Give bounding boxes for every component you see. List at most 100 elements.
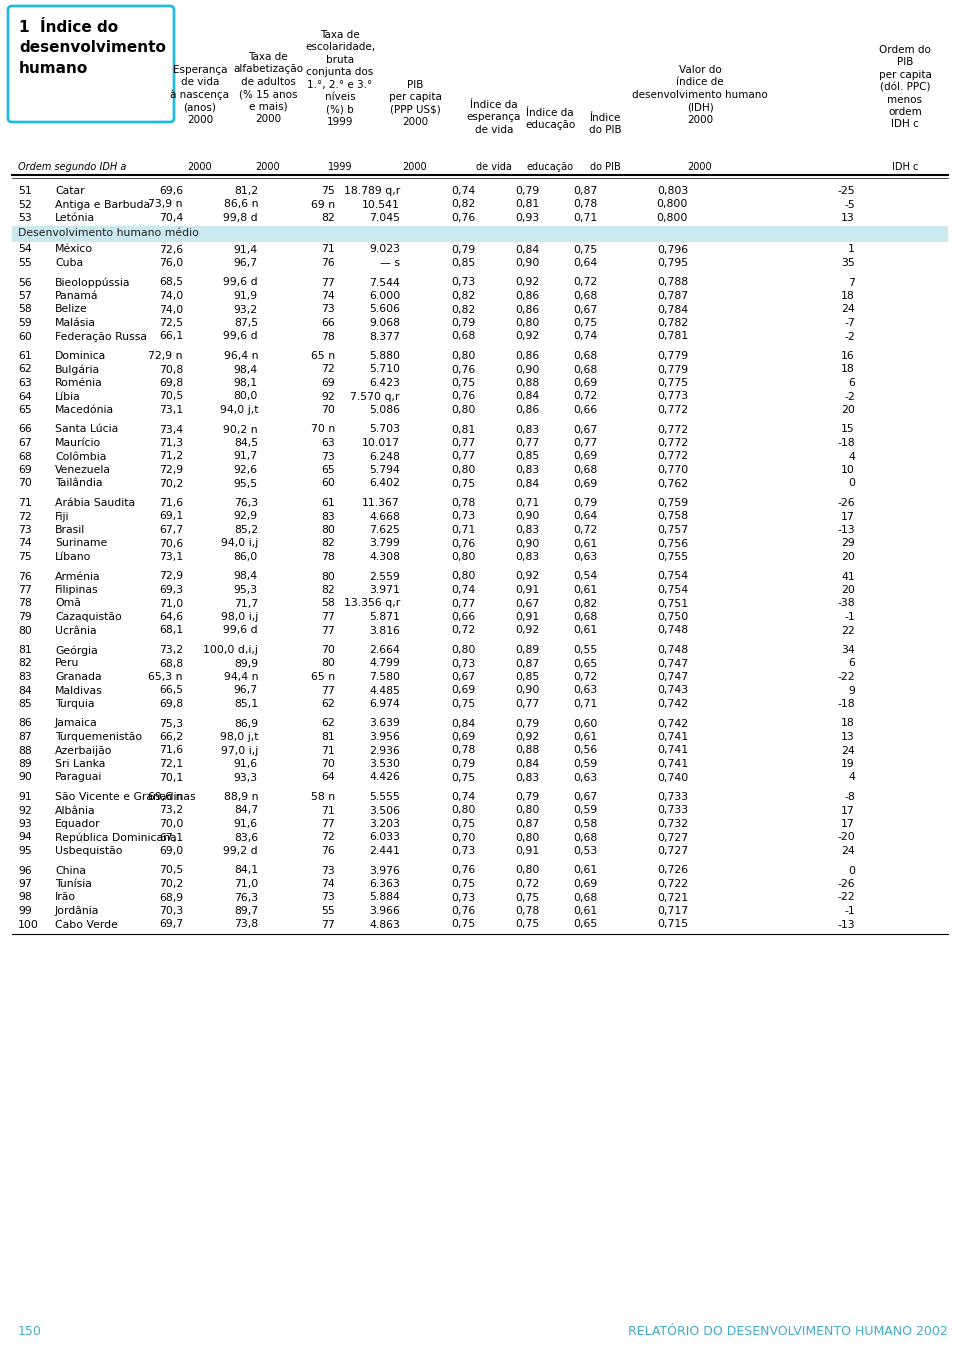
Text: 0,741: 0,741 [657, 732, 688, 741]
Text: 0,79: 0,79 [574, 498, 598, 507]
Text: 98,4: 98,4 [234, 571, 258, 582]
Text: 69: 69 [322, 377, 335, 388]
Text: Ordem segundo IDH a: Ordem segundo IDH a [18, 162, 127, 172]
Text: 0,61: 0,61 [574, 584, 598, 595]
Text: 7.625: 7.625 [370, 525, 400, 534]
Text: 0,78: 0,78 [452, 498, 476, 507]
Text: 0,75: 0,75 [452, 479, 476, 488]
Text: 94,0 i,j: 94,0 i,j [221, 538, 258, 548]
Text: 0,74: 0,74 [452, 185, 476, 196]
Text: 90: 90 [18, 773, 32, 782]
Text: Cazaquistão: Cazaquistão [55, 612, 122, 622]
Text: 89,9: 89,9 [234, 659, 258, 668]
Text: 10.541: 10.541 [362, 199, 400, 210]
Text: Colômbia: Colômbia [55, 452, 107, 461]
Text: 72,9: 72,9 [158, 465, 183, 475]
Text: 65: 65 [18, 405, 32, 415]
Text: 71: 71 [322, 746, 335, 755]
Text: Sri Lanka: Sri Lanka [55, 759, 106, 769]
Text: Brasil: Brasil [55, 525, 85, 534]
Text: Granada: Granada [55, 672, 102, 682]
Text: 4.426: 4.426 [370, 773, 400, 782]
Text: 99,2 d: 99,2 d [224, 846, 258, 856]
Text: 0,92: 0,92 [516, 625, 540, 636]
Text: Peru: Peru [55, 659, 80, 668]
Text: 0,91: 0,91 [516, 612, 540, 622]
Text: 0,754: 0,754 [657, 571, 688, 582]
Text: 0,90: 0,90 [516, 686, 540, 695]
Text: 69,7: 69,7 [158, 920, 183, 930]
Text: 0,90: 0,90 [516, 258, 540, 268]
Text: 65,3 n: 65,3 n [149, 672, 183, 682]
Text: 11.367: 11.367 [362, 498, 400, 507]
Text: 17: 17 [841, 819, 855, 829]
Text: -5: -5 [844, 199, 855, 210]
Text: 0,90: 0,90 [516, 511, 540, 521]
Text: 77: 77 [322, 686, 335, 695]
Text: 4: 4 [848, 773, 855, 782]
Text: 13: 13 [841, 732, 855, 741]
Text: 0,67: 0,67 [452, 672, 476, 682]
Text: 68,9: 68,9 [158, 893, 183, 902]
Text: 84,5: 84,5 [234, 438, 258, 448]
Text: Cabo Verde: Cabo Verde [55, 920, 118, 930]
Text: -38: -38 [837, 598, 855, 609]
Text: do PIB: do PIB [589, 162, 620, 172]
Text: 3.971: 3.971 [370, 584, 400, 595]
Text: 94: 94 [18, 832, 32, 843]
Text: 86,9: 86,9 [234, 718, 258, 728]
Text: 0,71: 0,71 [516, 498, 540, 507]
Text: 92: 92 [18, 805, 32, 816]
Text: Antiga e Barbuda: Antiga e Barbuda [55, 199, 150, 210]
Text: 55: 55 [322, 907, 335, 916]
Text: 0,772: 0,772 [657, 405, 688, 415]
Text: 15: 15 [841, 425, 855, 434]
Text: 62: 62 [322, 700, 335, 709]
Text: 0,79: 0,79 [516, 718, 540, 728]
Text: 0,80: 0,80 [451, 805, 476, 816]
Text: Belize: Belize [55, 304, 87, 314]
Text: 5.710: 5.710 [369, 364, 400, 375]
Text: 5.884: 5.884 [370, 893, 400, 902]
Text: 76: 76 [322, 258, 335, 268]
Text: 77: 77 [322, 277, 335, 287]
Text: 0,86: 0,86 [516, 304, 540, 314]
Text: 66: 66 [322, 318, 335, 327]
Text: 95: 95 [18, 846, 32, 856]
Text: 0,75: 0,75 [516, 920, 540, 930]
Text: 0,55: 0,55 [574, 645, 598, 655]
Text: 4.799: 4.799 [370, 659, 400, 668]
Text: 72: 72 [18, 511, 32, 521]
Text: 52: 52 [18, 199, 32, 210]
Text: 0,82: 0,82 [452, 199, 476, 210]
Text: 0,740: 0,740 [657, 773, 688, 782]
Text: Jamaica: Jamaica [55, 718, 98, 728]
Text: 92,6: 92,6 [234, 465, 258, 475]
Text: 68: 68 [18, 452, 32, 461]
Text: 0,68: 0,68 [574, 364, 598, 375]
Text: 76: 76 [322, 846, 335, 856]
Text: 77: 77 [322, 625, 335, 636]
Text: 82: 82 [18, 659, 32, 668]
Text: 20: 20 [841, 584, 855, 595]
Text: 69,8: 69,8 [158, 700, 183, 709]
Text: 3.203: 3.203 [369, 819, 400, 829]
Text: 0,85: 0,85 [452, 258, 476, 268]
Text: 1999: 1999 [327, 162, 352, 172]
Text: 98,1: 98,1 [234, 377, 258, 388]
Text: 84,1: 84,1 [234, 866, 258, 875]
Text: 0,72: 0,72 [516, 879, 540, 889]
Text: Irão: Irão [55, 893, 76, 902]
Text: 71: 71 [18, 498, 32, 507]
Text: 0,787: 0,787 [657, 291, 688, 300]
Text: Venezuela: Venezuela [55, 465, 111, 475]
Text: 53: 53 [18, 212, 32, 223]
Text: 3.530: 3.530 [369, 759, 400, 769]
Text: 85,1: 85,1 [234, 700, 258, 709]
Text: 73,9 n: 73,9 n [149, 199, 183, 210]
Text: 73,1: 73,1 [158, 405, 183, 415]
Text: 0,68: 0,68 [574, 893, 598, 902]
Text: 6: 6 [848, 659, 855, 668]
Text: 95,3: 95,3 [234, 584, 258, 595]
Text: 74: 74 [322, 879, 335, 889]
